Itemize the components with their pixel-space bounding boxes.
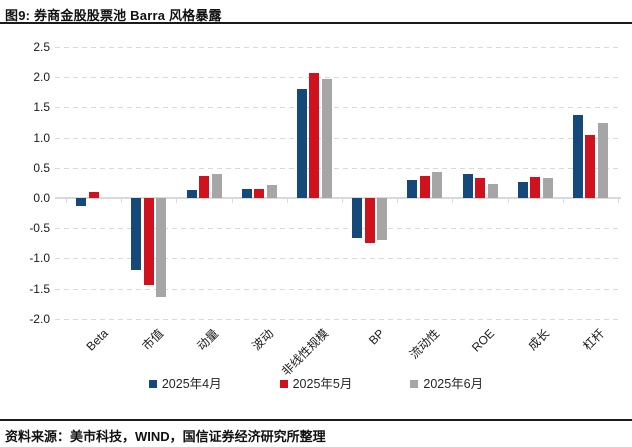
x-axis-tick <box>286 199 288 203</box>
x-axis-line <box>55 197 621 199</box>
figure-title: 图9: 券商金股股票池 Barra 风格暴露 <box>5 8 222 23</box>
gridline <box>55 228 621 230</box>
bar-s1-c2 <box>199 175 209 198</box>
y-axis-tick-label: 0.0 <box>33 191 50 205</box>
bar-s1-c8 <box>530 176 541 198</box>
x-axis-tick <box>66 199 67 203</box>
bar-s0-c8 <box>517 182 528 198</box>
bar-s2-c3 <box>266 184 277 198</box>
bar-s2-c4 <box>321 79 332 198</box>
x-axis-tick <box>507 199 509 203</box>
bar-s2-c6 <box>432 172 443 198</box>
bar-s0-c7 <box>462 174 473 198</box>
legend-swatch-icon <box>279 380 288 389</box>
bar-s0-c9 <box>572 114 583 198</box>
x-axis-category-label: 非线性规模 <box>279 326 332 379</box>
source-divider <box>0 419 632 421</box>
gridline <box>55 167 621 169</box>
x-axis-category-label: 杠杆 <box>580 326 608 354</box>
title-divider <box>0 22 632 24</box>
bar-s1-c7 <box>475 178 485 198</box>
bar-s1-c3 <box>254 188 265 198</box>
gridline <box>55 77 621 79</box>
bar-s0-c3 <box>241 188 252 198</box>
y-axis-tick-label: -0.5 <box>29 221 50 236</box>
bar-s2-c9 <box>597 122 608 198</box>
gridline <box>55 47 621 48</box>
legend-item: 2025年6月 <box>410 378 483 391</box>
bar-s1-c6 <box>419 176 430 198</box>
y-axis-tick-label: -2.0 <box>29 311 50 326</box>
x-axis-category-label: 流动性 <box>406 326 443 362</box>
bar-s1-c9 <box>585 135 596 198</box>
x-axis-tick <box>121 199 123 203</box>
gridline <box>55 288 621 290</box>
bar-s1-c1 <box>143 198 154 285</box>
legend-item: 2025年4月 <box>148 377 222 391</box>
x-axis-category-label: 动量 <box>194 326 222 354</box>
x-axis-tick <box>342 199 343 203</box>
gridline <box>55 258 621 260</box>
legend-item: 2025年5月 <box>279 377 353 391</box>
bar-s1-c5 <box>364 198 375 243</box>
x-axis-category-label: 成长 <box>525 326 553 354</box>
x-axis-tick <box>618 199 619 203</box>
bar-s1-c0 <box>88 191 99 198</box>
bar-s2-c8 <box>542 178 553 198</box>
bar-s0-c2 <box>186 190 197 198</box>
legend-swatch-icon <box>148 380 157 389</box>
x-axis-tick <box>397 199 399 203</box>
x-axis-category-label: 市值 <box>139 326 167 354</box>
legend-label: 2025年4月 <box>161 377 222 391</box>
bar-s2-c1 <box>156 198 167 298</box>
bar-s0-c1 <box>131 198 142 271</box>
y-axis-tick-label: -1.5 <box>29 281 50 296</box>
gridline <box>55 318 621 320</box>
y-axis-tick-label: 0.5 <box>33 160 50 175</box>
x-axis-tick <box>452 199 454 203</box>
bar-s0-c5 <box>352 198 363 239</box>
bar-s0-c0 <box>76 198 87 206</box>
bar-s0-c6 <box>407 179 418 198</box>
y-axis-tick-label: 1.5 <box>33 100 50 115</box>
legend-swatch-icon <box>410 380 419 389</box>
x-axis-tick <box>231 199 233 203</box>
chart-legend: 2025年4月 2025年5月 2025年6月 <box>0 378 632 391</box>
x-axis-tick <box>562 199 564 203</box>
y-axis-tick-label: 2.5 <box>33 40 50 54</box>
x-axis-category-label: 波动 <box>249 326 277 354</box>
source-note: 资料来源：美市科技，WIND，国信证券经济研究所整理 <box>5 429 326 444</box>
bar-s2-c7 <box>487 183 498 198</box>
x-axis-tick <box>176 199 178 203</box>
gridline <box>55 137 621 139</box>
y-axis-tick-label: 1.0 <box>33 130 50 145</box>
legend-label: 2025年5月 <box>292 377 353 391</box>
bar-s0-c4 <box>296 89 307 198</box>
x-axis-category-label: Beta <box>83 326 111 354</box>
bar-s2-c2 <box>211 173 222 198</box>
gridline <box>55 107 621 109</box>
y-axis-tick-label: -1.0 <box>29 251 50 266</box>
x-axis-category-label: BP <box>365 326 387 348</box>
y-axis-tick-label: 2.0 <box>33 70 50 85</box>
legend-label: 2025年6月 <box>423 377 484 391</box>
bar-s1-c4 <box>309 72 320 198</box>
bar-s2-c5 <box>377 198 388 241</box>
x-axis-category-label: ROE <box>468 326 498 355</box>
